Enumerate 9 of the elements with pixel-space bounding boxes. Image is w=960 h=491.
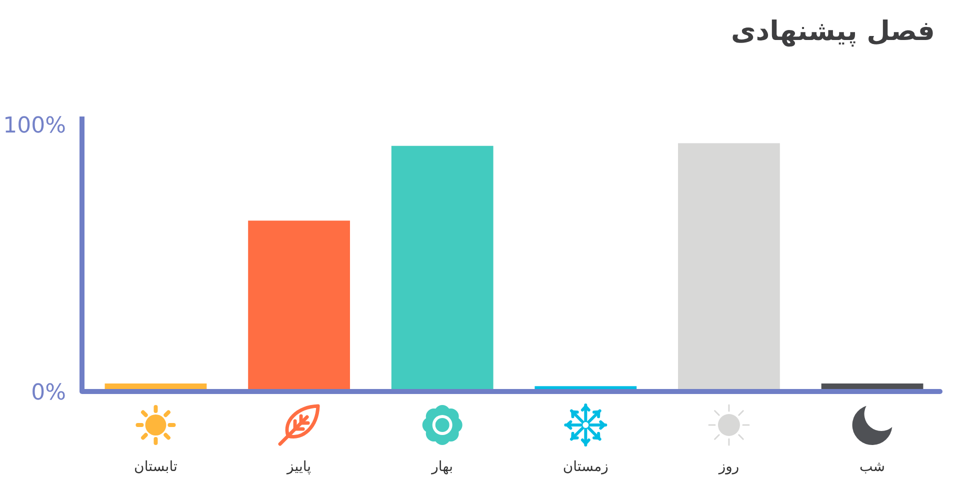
x-tick-label: زمستان: [562, 459, 608, 475]
x-tick-label: تابستان: [134, 459, 178, 475]
y-tick-label: 0%: [31, 380, 66, 406]
x-tick-label: شب: [860, 459, 886, 475]
y-tick-label: 100%: [3, 113, 66, 138]
x-tick-label: بهار: [430, 459, 454, 475]
chart-title: فصل پیشنهادی: [730, 16, 935, 47]
x-tick-label: روز: [718, 459, 740, 475]
x-tick-label: پاییز: [286, 459, 312, 475]
